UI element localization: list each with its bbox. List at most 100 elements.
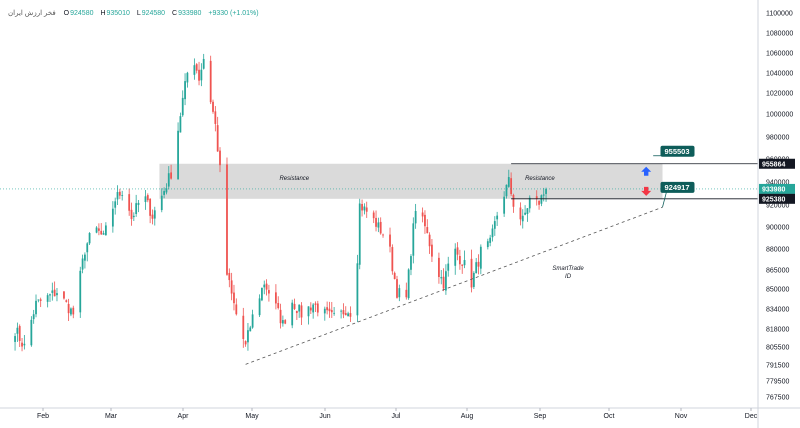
candle-body (116, 192, 119, 200)
candle-body (251, 314, 254, 328)
candle-body (202, 58, 205, 69)
y-tick-label: 767500 (766, 395, 789, 402)
x-tick-label: Jul (392, 413, 401, 420)
candle-body (46, 295, 49, 302)
y-tick-label: 1060000 (766, 51, 793, 58)
candle-body (461, 264, 464, 266)
candle-body (279, 309, 282, 324)
resistance-label-left: Resistance (279, 176, 309, 182)
y-tick-label: 940000 (766, 180, 789, 187)
candles-layer (14, 53, 547, 352)
candle-body (431, 244, 433, 257)
resistance-zone-layer: Resistance Resistance (159, 163, 663, 199)
candle-body (521, 215, 524, 222)
candle-body (165, 188, 168, 193)
open-label: O (63, 10, 70, 17)
candle-body (137, 202, 140, 205)
x-tick-label: Jun (319, 413, 330, 420)
candle-body (177, 130, 179, 180)
candle-body (291, 302, 294, 326)
candle-body (421, 212, 424, 217)
candle-body (35, 300, 37, 315)
candle-body (447, 263, 450, 271)
ohlc-legend: فخر ارزش ایران O924580 H935010 L924580 C… (8, 9, 259, 17)
candle-body (377, 222, 380, 228)
arrow-down-icon (641, 186, 652, 196)
candle-body (379, 221, 382, 234)
x-tick-label: Mar (105, 413, 118, 420)
candle-body (540, 195, 543, 204)
candle-body (21, 342, 23, 347)
watermark-line: ID (565, 274, 572, 280)
annotations: SmartTrade ID (552, 266, 584, 280)
candle-body (363, 206, 366, 211)
candle-body (160, 195, 163, 211)
y-tick-label: 1020000 (766, 91, 793, 98)
candle-body (393, 272, 396, 280)
candle-body (265, 283, 268, 290)
candle-body (212, 101, 214, 112)
callout-leader (662, 191, 667, 208)
callout-label: 924917 (665, 183, 690, 192)
candle-body (226, 164, 228, 275)
candle-body (23, 343, 26, 346)
price-tag-bg (759, 193, 795, 204)
candle-body (70, 308, 72, 315)
x-tick-label: Aug (461, 413, 474, 420)
candle-body (356, 263, 359, 316)
arrow-up-icon (641, 166, 652, 176)
low-value: 924580 (141, 10, 166, 17)
candle-body (538, 200, 540, 205)
candle-body (445, 271, 447, 291)
candle-body (333, 312, 336, 314)
candle-body (475, 262, 478, 274)
x-tick-label: Apr (178, 413, 190, 420)
candle-body (186, 72, 189, 83)
candle-body (153, 210, 156, 219)
callouts: 955503 924917 (653, 145, 695, 208)
candle-body (14, 336, 16, 342)
candle-body (440, 277, 443, 279)
candle-body (111, 208, 114, 227)
candle-body (470, 258, 473, 288)
price-tags: 955864 933980 925380 (759, 158, 795, 204)
candle-body (507, 177, 510, 187)
candle-body (493, 221, 496, 229)
candle-body (268, 290, 270, 294)
candle-body (244, 341, 247, 345)
candle-body (424, 214, 426, 227)
candle-body (198, 69, 200, 81)
close-label: C (172, 10, 178, 17)
candle-body (72, 307, 75, 315)
candle-body (130, 209, 133, 220)
candle-body (249, 327, 252, 332)
y-axis: 1100000 1080000 1060000 1040000 1020000 10000… (757, 0, 793, 428)
price-tag-close: 933980 (759, 183, 795, 194)
candle-body (97, 228, 100, 231)
high-label: H (100, 10, 106, 17)
candle-body (39, 299, 42, 301)
candle-body (414, 210, 417, 224)
y-tick-label: 850000 (766, 287, 789, 294)
y-tick-label: 980000 (766, 135, 789, 142)
candle-body (233, 292, 235, 304)
candle-body (132, 215, 135, 218)
x-tick-label: Sep (534, 413, 547, 420)
candle-body (170, 172, 172, 179)
close-value: 933980 (178, 10, 202, 17)
candle-body (382, 234, 384, 236)
candle-body (503, 196, 506, 214)
candle-body (184, 81, 186, 100)
y-tick-label: 834000 (766, 307, 789, 314)
candle-body (284, 320, 287, 324)
x-tick-label: Dec (745, 413, 758, 420)
candle-body (410, 256, 412, 270)
candle-body (261, 287, 263, 301)
y-tick-label: 791500 (766, 363, 789, 370)
candle-body (79, 270, 82, 313)
candle-body (32, 314, 35, 320)
candle-body (326, 307, 329, 311)
candle-body (293, 303, 296, 309)
candle-body (389, 234, 391, 247)
